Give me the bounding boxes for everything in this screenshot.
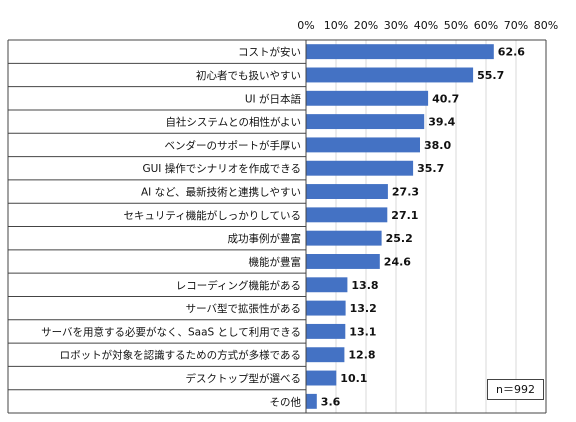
category-label: 初心者でも扱いやすい [196,69,301,82]
x-tick-label: 10% [324,19,348,32]
bar [306,370,337,386]
bar [306,230,382,246]
category-label: サーバを用意する必要がなく、SaaS として利用できる [41,325,301,338]
sample-size-note: n＝992 [487,379,544,400]
data-label: 55.7 [477,69,504,82]
bar [306,137,420,153]
data-label: 10.1 [340,372,367,385]
bar [306,184,388,199]
x-tick-label: 0% [297,19,314,32]
data-label: 27.3 [392,186,419,199]
x-tick-label: 80% [534,19,558,32]
category-label: ベンダーのサポートが手厚い [165,139,302,152]
category-label: その他 [270,395,302,408]
bar [306,160,414,176]
data-label: 13.2 [350,302,377,315]
category-label: コストが安い [238,46,301,59]
category-label: GUI 操作でシナリオを作成できる [142,162,301,175]
bar [306,67,474,83]
bar [306,44,494,60]
category-label: サーバ型で拡張性がある [186,302,301,315]
category-label: デスクトップ型が選べる [186,372,302,385]
category-label: AI など、最新技術と連携しやすい [141,186,301,199]
data-label: 27.1 [391,209,418,222]
bar [306,323,346,339]
data-label: 62.6 [498,46,525,59]
bar [306,254,380,269]
data-label: 35.7 [417,162,444,175]
category-label: ロボットが対象を認識するための方式が多様である [60,349,301,362]
category-label: レコーディング機能がある [176,279,301,292]
x-tick-label: 60% [474,19,498,32]
data-label: 13.1 [349,325,376,338]
bar [306,393,317,409]
data-label: 40.7 [432,92,459,105]
bar [306,277,348,293]
x-tick-label: 70% [504,19,528,32]
data-label: 13.8 [351,279,378,292]
category-label: UI が日本語 [245,92,302,105]
bar [306,300,346,316]
data-label: 12.8 [348,349,375,362]
x-tick-label: 50% [444,19,468,32]
category-label: 成功事例が豊富 [228,232,302,245]
bar [306,114,425,130]
category-label: 自社システムとの相性がよい [165,116,301,129]
bar [306,207,388,223]
x-tick-label: 30% [384,19,408,32]
data-label: 24.6 [384,255,411,268]
category-label: セキュリティ機能がしっかりしている [123,209,301,222]
bar [306,90,429,106]
bar [306,347,345,363]
category-label: 機能が豊富 [249,255,302,268]
data-label: 38.0 [424,139,451,152]
x-tick-label: 20% [354,19,378,32]
data-label: 25.2 [386,232,413,245]
data-label: 39.4 [428,116,455,129]
data-label: 3.6 [321,395,341,408]
x-tick-label: 40% [414,19,438,32]
